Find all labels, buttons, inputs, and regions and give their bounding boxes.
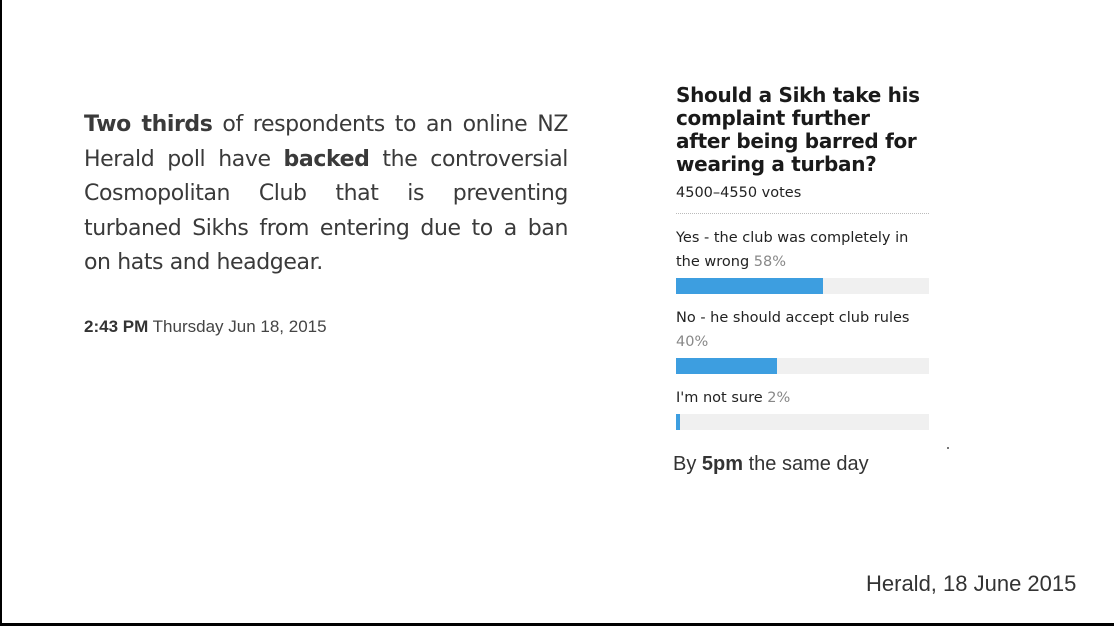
poll-caption: By 5pm the same day — [673, 453, 869, 476]
caption-suffix: the same day — [743, 453, 869, 475]
article-bold-2: backed — [283, 146, 370, 172]
poll-bar-fill — [676, 358, 778, 374]
poll-title: Should a Sikh take his complaint further… — [676, 83, 920, 176]
poll-widget: Should a Sikh take his complaint further… — [676, 84, 929, 430]
poll-option-label: I'm not sure — [676, 390, 763, 406]
poll-bar-track — [676, 278, 929, 294]
poll-option-not-sure[interactable]: I'm not sure 2% — [676, 386, 929, 430]
article-bold-1: Two thirds — [84, 112, 213, 137]
article-text-1: of respondents to an online NZ Herald po… — [84, 112, 568, 172]
poll-option-percent: 40% — [676, 334, 709, 350]
poll-vote-count: 4500–4550 votes — [676, 185, 929, 214]
article-text-2: the controversial Cosmopolitan Club that… — [84, 146, 568, 276]
poll-bar-track — [676, 414, 929, 430]
poll-option-percent: 58% — [753, 254, 787, 270]
poll-bar-fill — [676, 414, 680, 430]
poll-option-no[interactable]: No - he should accept club rules 40% — [676, 306, 929, 374]
stray-dot — [947, 447, 949, 449]
caption-bold: 5pm — [701, 453, 744, 475]
timestamp-time: 2:43 PM — [84, 317, 149, 336]
timestamp-date: Thursday Jun 18, 2015 — [152, 317, 327, 336]
caption-prefix: By — [673, 453, 702, 475]
poll-option-label: Yes - the club was completely in the wro… — [676, 230, 909, 270]
article-timestamp: 2:43 PM Thursday Jun 18, 2015 — [84, 317, 327, 337]
source-credit: Herald, 18 June 2015 — [866, 571, 1077, 596]
poll-option-percent: 2% — [767, 390, 791, 406]
poll-option-yes[interactable]: Yes - the club was completely in the wro… — [676, 226, 929, 294]
poll-bar-track — [676, 358, 929, 374]
poll-bar-fill — [676, 278, 823, 294]
poll-option-label: No - he should accept club rules — [676, 310, 910, 326]
article-excerpt: Two thirds of respondents to an online N… — [84, 108, 568, 281]
